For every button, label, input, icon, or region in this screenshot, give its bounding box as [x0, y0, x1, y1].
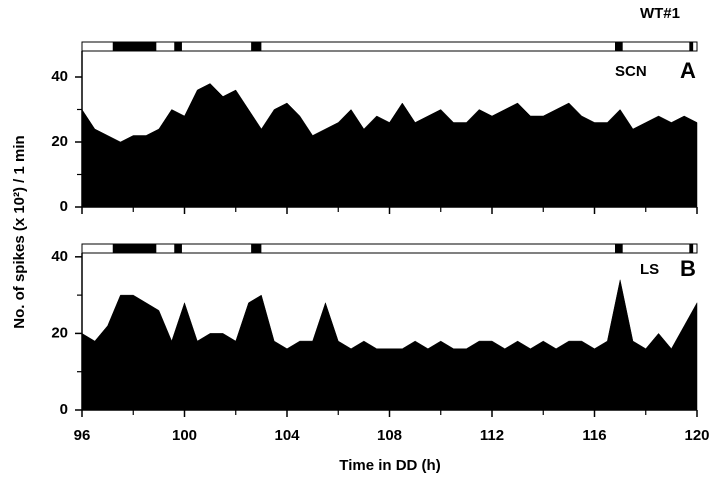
y-tick-label: 20 — [51, 133, 68, 150]
x-tick-label: 116 — [582, 427, 606, 444]
activity-strip — [81, 41, 698, 52]
activity-bar — [689, 244, 694, 253]
y-axis-label: No. of spikes (x 10²) / 1 min — [11, 135, 28, 328]
x-tick-label: 100 — [172, 427, 197, 444]
activity-bar — [615, 244, 623, 253]
activity-area — [81, 83, 698, 208]
y-tick-label: 40 — [51, 248, 68, 265]
y-tick-label: 20 — [51, 324, 68, 341]
activity-bar — [689, 42, 694, 51]
panel-label: B — [680, 256, 696, 281]
activity-area — [81, 279, 698, 411]
activity-bar — [174, 42, 182, 51]
y-tick-label: 0 — [60, 401, 68, 418]
x-tick-label: 96 — [74, 427, 91, 444]
x-axis-label: Time in DD (h) — [339, 457, 440, 474]
y-tick-label: 0 — [60, 198, 68, 215]
x-tick-label: 112 — [480, 427, 504, 444]
x-tick-label: 108 — [377, 427, 402, 444]
activity-bar — [251, 42, 262, 51]
x-tick-label: 120 — [684, 427, 709, 444]
region-label: SCN — [615, 63, 647, 80]
x-tick-label: 104 — [274, 427, 300, 444]
panel-label: A — [680, 58, 696, 83]
activity-bar — [251, 244, 262, 253]
activity-strip — [81, 243, 698, 254]
activity-bar — [112, 42, 157, 51]
figure-label: WT#1 — [640, 5, 680, 22]
activity-bar — [615, 42, 623, 51]
activity-bar — [112, 244, 157, 253]
region-label: LS — [640, 261, 659, 278]
y-tick-label: 40 — [51, 68, 68, 85]
activity-bar — [174, 244, 182, 253]
